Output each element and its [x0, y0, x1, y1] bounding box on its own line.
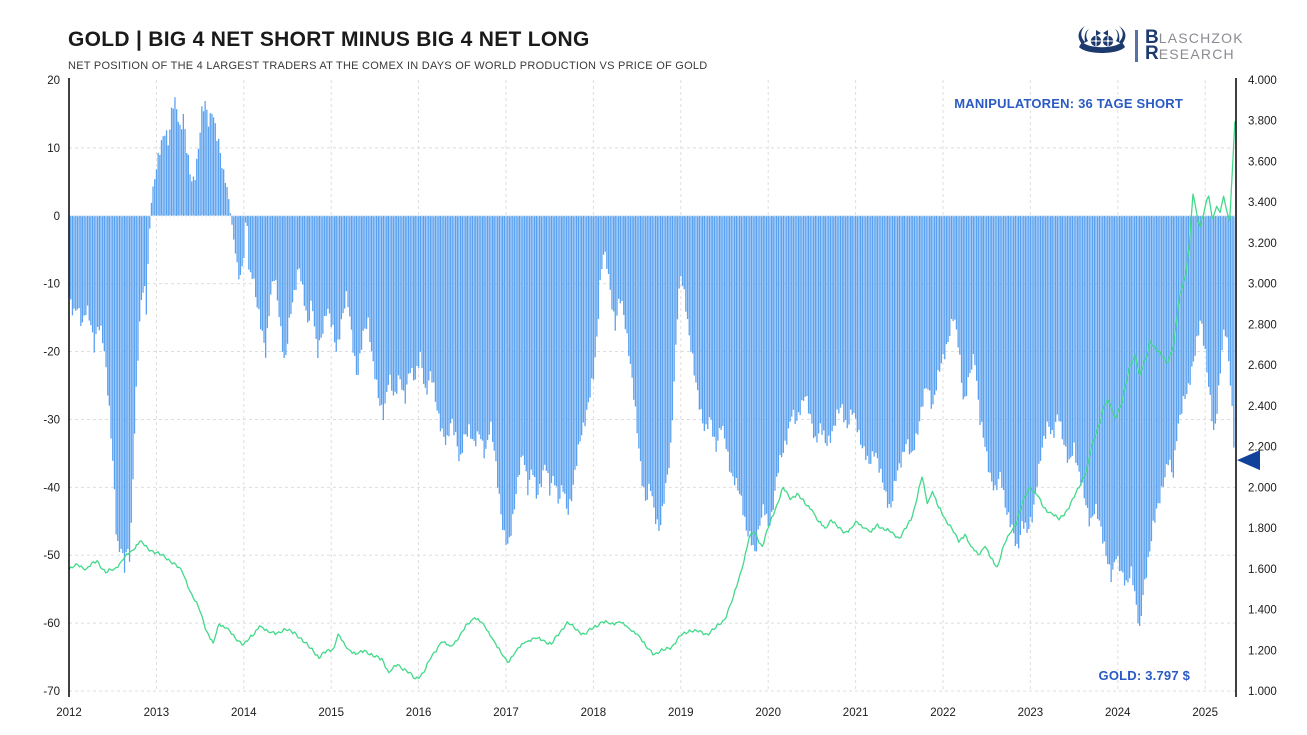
brand-line1-initial: B — [1145, 26, 1159, 48]
svg-text:4.000: 4.000 — [1248, 75, 1277, 87]
brand-line1-rest: LASCHZOK — [1158, 29, 1244, 46]
svg-text:2016: 2016 — [406, 707, 432, 719]
svg-text:2019: 2019 — [668, 707, 694, 719]
x-axis-labels: 2012 2013 2014 2015 2016 2017 2018 2019 2020 2021… — [56, 707, 1218, 719]
brand-name: B LASCHZOK R ESEARCH — [1145, 26, 1244, 64]
svg-text:-50: -50 — [43, 550, 60, 562]
svg-text:-10: -10 — [43, 279, 60, 291]
svg-text:20: 20 — [47, 75, 60, 87]
svg-text:2.800: 2.800 — [1248, 319, 1277, 331]
svg-text:2021: 2021 — [843, 707, 869, 719]
svg-text:3.600: 3.600 — [1248, 157, 1277, 169]
svg-text:-20: -20 — [43, 347, 60, 359]
chart-subtitle: NET POSITION OF THE 4 LARGEST TRADERS AT… — [68, 60, 708, 72]
brand-line2-rest: ESEARCH — [1158, 45, 1235, 62]
svg-text:2023: 2023 — [1018, 707, 1044, 719]
svg-text:10: 10 — [47, 143, 60, 155]
svg-text:2020: 2020 — [755, 707, 781, 719]
svg-text:0: 0 — [54, 211, 60, 223]
net-position-bars — [68, 97, 1235, 626]
svg-text:2015: 2015 — [318, 707, 344, 719]
svg-text:2017: 2017 — [493, 707, 519, 719]
svg-text:-70: -70 — [43, 686, 60, 698]
svg-text:2.200: 2.200 — [1248, 442, 1277, 454]
svg-text:-60: -60 — [43, 618, 60, 630]
svg-text:3.800: 3.800 — [1248, 116, 1277, 128]
gold-price-line — [68, 121, 1236, 680]
svg-text:1.200: 1.200 — [1248, 645, 1277, 657]
svg-text:3.000: 3.000 — [1248, 279, 1277, 291]
svg-text:1.800: 1.800 — [1248, 523, 1277, 535]
annotation-manipulators: MANIPULATOREN: 36 TAGE SHORT — [954, 96, 1183, 111]
svg-text:2024: 2024 — [1105, 707, 1131, 719]
brand-line2-initial: R — [1145, 42, 1159, 64]
svg-text:2012: 2012 — [56, 707, 82, 719]
svg-text:2022: 2022 — [930, 707, 956, 719]
logo-divider — [1135, 29, 1138, 62]
svg-text:3.400: 3.400 — [1248, 197, 1277, 209]
annotation-gold-price: GOLD: 3.797 $ — [1098, 668, 1190, 683]
svg-text:2.400: 2.400 — [1248, 401, 1277, 413]
current-value-arrow — [1237, 450, 1260, 471]
svg-text:-40: -40 — [43, 482, 60, 494]
chart-title: GOLD | BIG 4 NET SHORT MINUS BIG 4 NET L… — [68, 28, 590, 51]
viking-ship-icon — [1076, 22, 1128, 69]
svg-text:2014: 2014 — [231, 707, 257, 719]
right-axis-labels: 4.000 3.800 3.600 3.400 3.200 3.000 2.800 2.600… — [1248, 75, 1277, 698]
svg-text:2013: 2013 — [144, 707, 170, 719]
svg-text:2.600: 2.600 — [1248, 360, 1277, 372]
svg-text:2.000: 2.000 — [1248, 482, 1277, 494]
svg-text:-30: -30 — [43, 414, 60, 426]
svg-text:1.000: 1.000 — [1248, 686, 1277, 698]
svg-text:2018: 2018 — [581, 707, 607, 719]
svg-text:2025: 2025 — [1192, 707, 1218, 719]
svg-text:1.400: 1.400 — [1248, 605, 1277, 617]
svg-text:3.200: 3.200 — [1248, 238, 1277, 250]
brand-logo: B LASCHZOK R ESEARCH — [1076, 22, 1244, 69]
left-axis-labels: 20 10 0 -10 -20 -30 -40 -50 -60 -70 — [43, 75, 60, 698]
svg-text:1.600: 1.600 — [1248, 564, 1277, 576]
